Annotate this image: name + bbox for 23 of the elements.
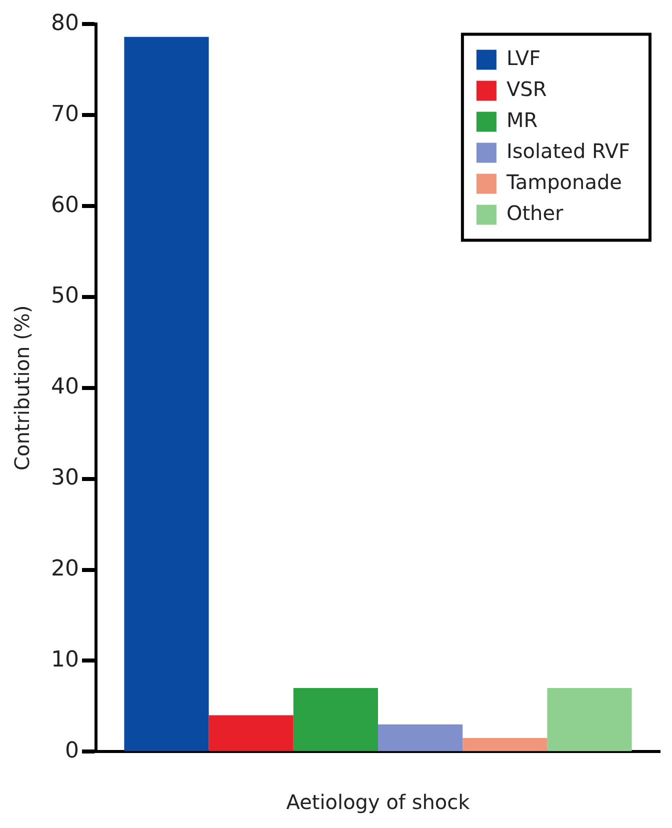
y-tick-label: 20	[50, 556, 79, 582]
bar	[462, 738, 548, 752]
y-tick-label: 70	[50, 102, 79, 127]
legend-label: Tamponade	[505, 170, 622, 194]
bar	[547, 688, 632, 752]
bar	[208, 715, 294, 752]
legend-label: VSR	[506, 76, 547, 101]
y-axis-title: Contribution (%)	[10, 305, 34, 470]
y-tick-label: 60	[50, 192, 79, 218]
y-tick-label: 40	[50, 374, 79, 400]
legend-label: LVF	[506, 46, 541, 70]
x-axis-title: Aetiology of shock	[286, 790, 470, 814]
legend-label: MR	[506, 108, 538, 132]
legend-label: Other	[506, 200, 564, 225]
y-tick-label: 80	[50, 10, 79, 36]
legend-label: Isolated RVF	[506, 138, 630, 163]
y-tick-label: 30	[50, 466, 79, 491]
bar	[378, 724, 463, 752]
y-tick-label: 50	[50, 284, 79, 309]
y-tick-label: 10	[50, 647, 79, 672]
bar	[124, 36, 209, 752]
bar	[293, 688, 378, 752]
y-tick-label: 0	[64, 738, 79, 764]
